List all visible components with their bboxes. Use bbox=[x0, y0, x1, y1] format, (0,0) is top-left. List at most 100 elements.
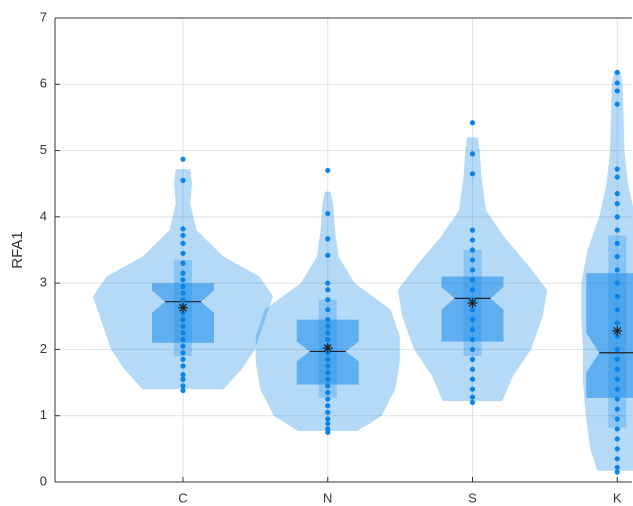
y-tick-label: 0 bbox=[40, 473, 47, 488]
point bbox=[325, 307, 331, 313]
point bbox=[614, 333, 620, 339]
point bbox=[325, 297, 331, 303]
point bbox=[325, 383, 331, 389]
point bbox=[614, 191, 620, 197]
y-tick-label: 2 bbox=[40, 341, 47, 356]
point bbox=[325, 236, 331, 242]
point bbox=[614, 201, 620, 207]
point bbox=[614, 406, 620, 412]
point bbox=[614, 376, 620, 382]
point bbox=[325, 403, 331, 409]
x-tick-label: N bbox=[323, 490, 332, 505]
point bbox=[614, 307, 620, 313]
point bbox=[180, 226, 186, 232]
point bbox=[469, 394, 476, 400]
point bbox=[614, 320, 620, 326]
point bbox=[469, 267, 476, 273]
point bbox=[469, 376, 476, 382]
point bbox=[325, 389, 331, 396]
point bbox=[180, 376, 186, 382]
point bbox=[614, 456, 620, 462]
point bbox=[325, 363, 331, 369]
y-tick-label: 6 bbox=[40, 76, 47, 91]
y-tick-label: 1 bbox=[40, 407, 47, 422]
point bbox=[325, 287, 331, 293]
point bbox=[469, 336, 476, 343]
point bbox=[614, 366, 620, 372]
point bbox=[180, 336, 186, 343]
point bbox=[180, 343, 186, 349]
point bbox=[614, 426, 620, 432]
point bbox=[325, 280, 331, 286]
point bbox=[614, 356, 620, 362]
point bbox=[614, 280, 620, 286]
y-tick-label: 7 bbox=[40, 9, 47, 24]
point bbox=[469, 257, 476, 263]
point bbox=[469, 171, 476, 177]
point bbox=[614, 469, 620, 475]
point bbox=[469, 326, 476, 333]
point bbox=[325, 336, 331, 343]
point bbox=[325, 323, 331, 329]
point bbox=[469, 120, 476, 126]
mean bbox=[612, 325, 623, 336]
x-tick-label: K bbox=[613, 490, 622, 505]
point bbox=[325, 330, 331, 336]
point bbox=[614, 166, 620, 172]
point bbox=[469, 247, 476, 253]
point bbox=[325, 370, 331, 376]
point bbox=[180, 330, 186, 336]
point bbox=[469, 227, 476, 233]
point bbox=[614, 346, 620, 353]
point bbox=[325, 167, 331, 174]
point bbox=[325, 356, 331, 362]
point bbox=[469, 151, 476, 157]
point bbox=[614, 416, 620, 422]
point bbox=[325, 317, 331, 323]
point bbox=[469, 356, 476, 362]
point bbox=[469, 386, 476, 392]
y-axis-label: RFA1 bbox=[9, 231, 26, 269]
point bbox=[180, 297, 186, 303]
point bbox=[180, 290, 186, 296]
point bbox=[180, 283, 186, 290]
box bbox=[586, 273, 633, 398]
point bbox=[614, 174, 620, 180]
point bbox=[325, 416, 331, 422]
point bbox=[469, 399, 476, 406]
point bbox=[180, 350, 186, 356]
point bbox=[180, 317, 186, 323]
point bbox=[180, 260, 186, 266]
point bbox=[469, 346, 476, 353]
point bbox=[180, 240, 186, 246]
point bbox=[614, 254, 620, 260]
point bbox=[469, 307, 476, 313]
point bbox=[614, 69, 620, 75]
point bbox=[325, 376, 331, 382]
point bbox=[469, 317, 476, 323]
point bbox=[325, 426, 331, 432]
point bbox=[614, 267, 620, 273]
point bbox=[180, 250, 186, 256]
point bbox=[180, 383, 186, 389]
point bbox=[180, 277, 186, 283]
point bbox=[180, 363, 186, 369]
point bbox=[614, 436, 620, 442]
y-tick-label: 3 bbox=[40, 275, 47, 290]
y-tick-label: 5 bbox=[40, 142, 47, 157]
point bbox=[469, 287, 476, 293]
point bbox=[469, 366, 476, 372]
point bbox=[180, 310, 186, 316]
point bbox=[614, 293, 620, 299]
point bbox=[180, 177, 186, 183]
point bbox=[180, 156, 186, 162]
y-tick-label: 4 bbox=[40, 208, 47, 223]
point bbox=[614, 227, 620, 233]
mean bbox=[322, 343, 333, 354]
point bbox=[614, 80, 620, 86]
point bbox=[614, 101, 620, 107]
x-tick-label: S bbox=[468, 490, 477, 505]
point bbox=[614, 446, 620, 452]
point bbox=[614, 240, 620, 246]
